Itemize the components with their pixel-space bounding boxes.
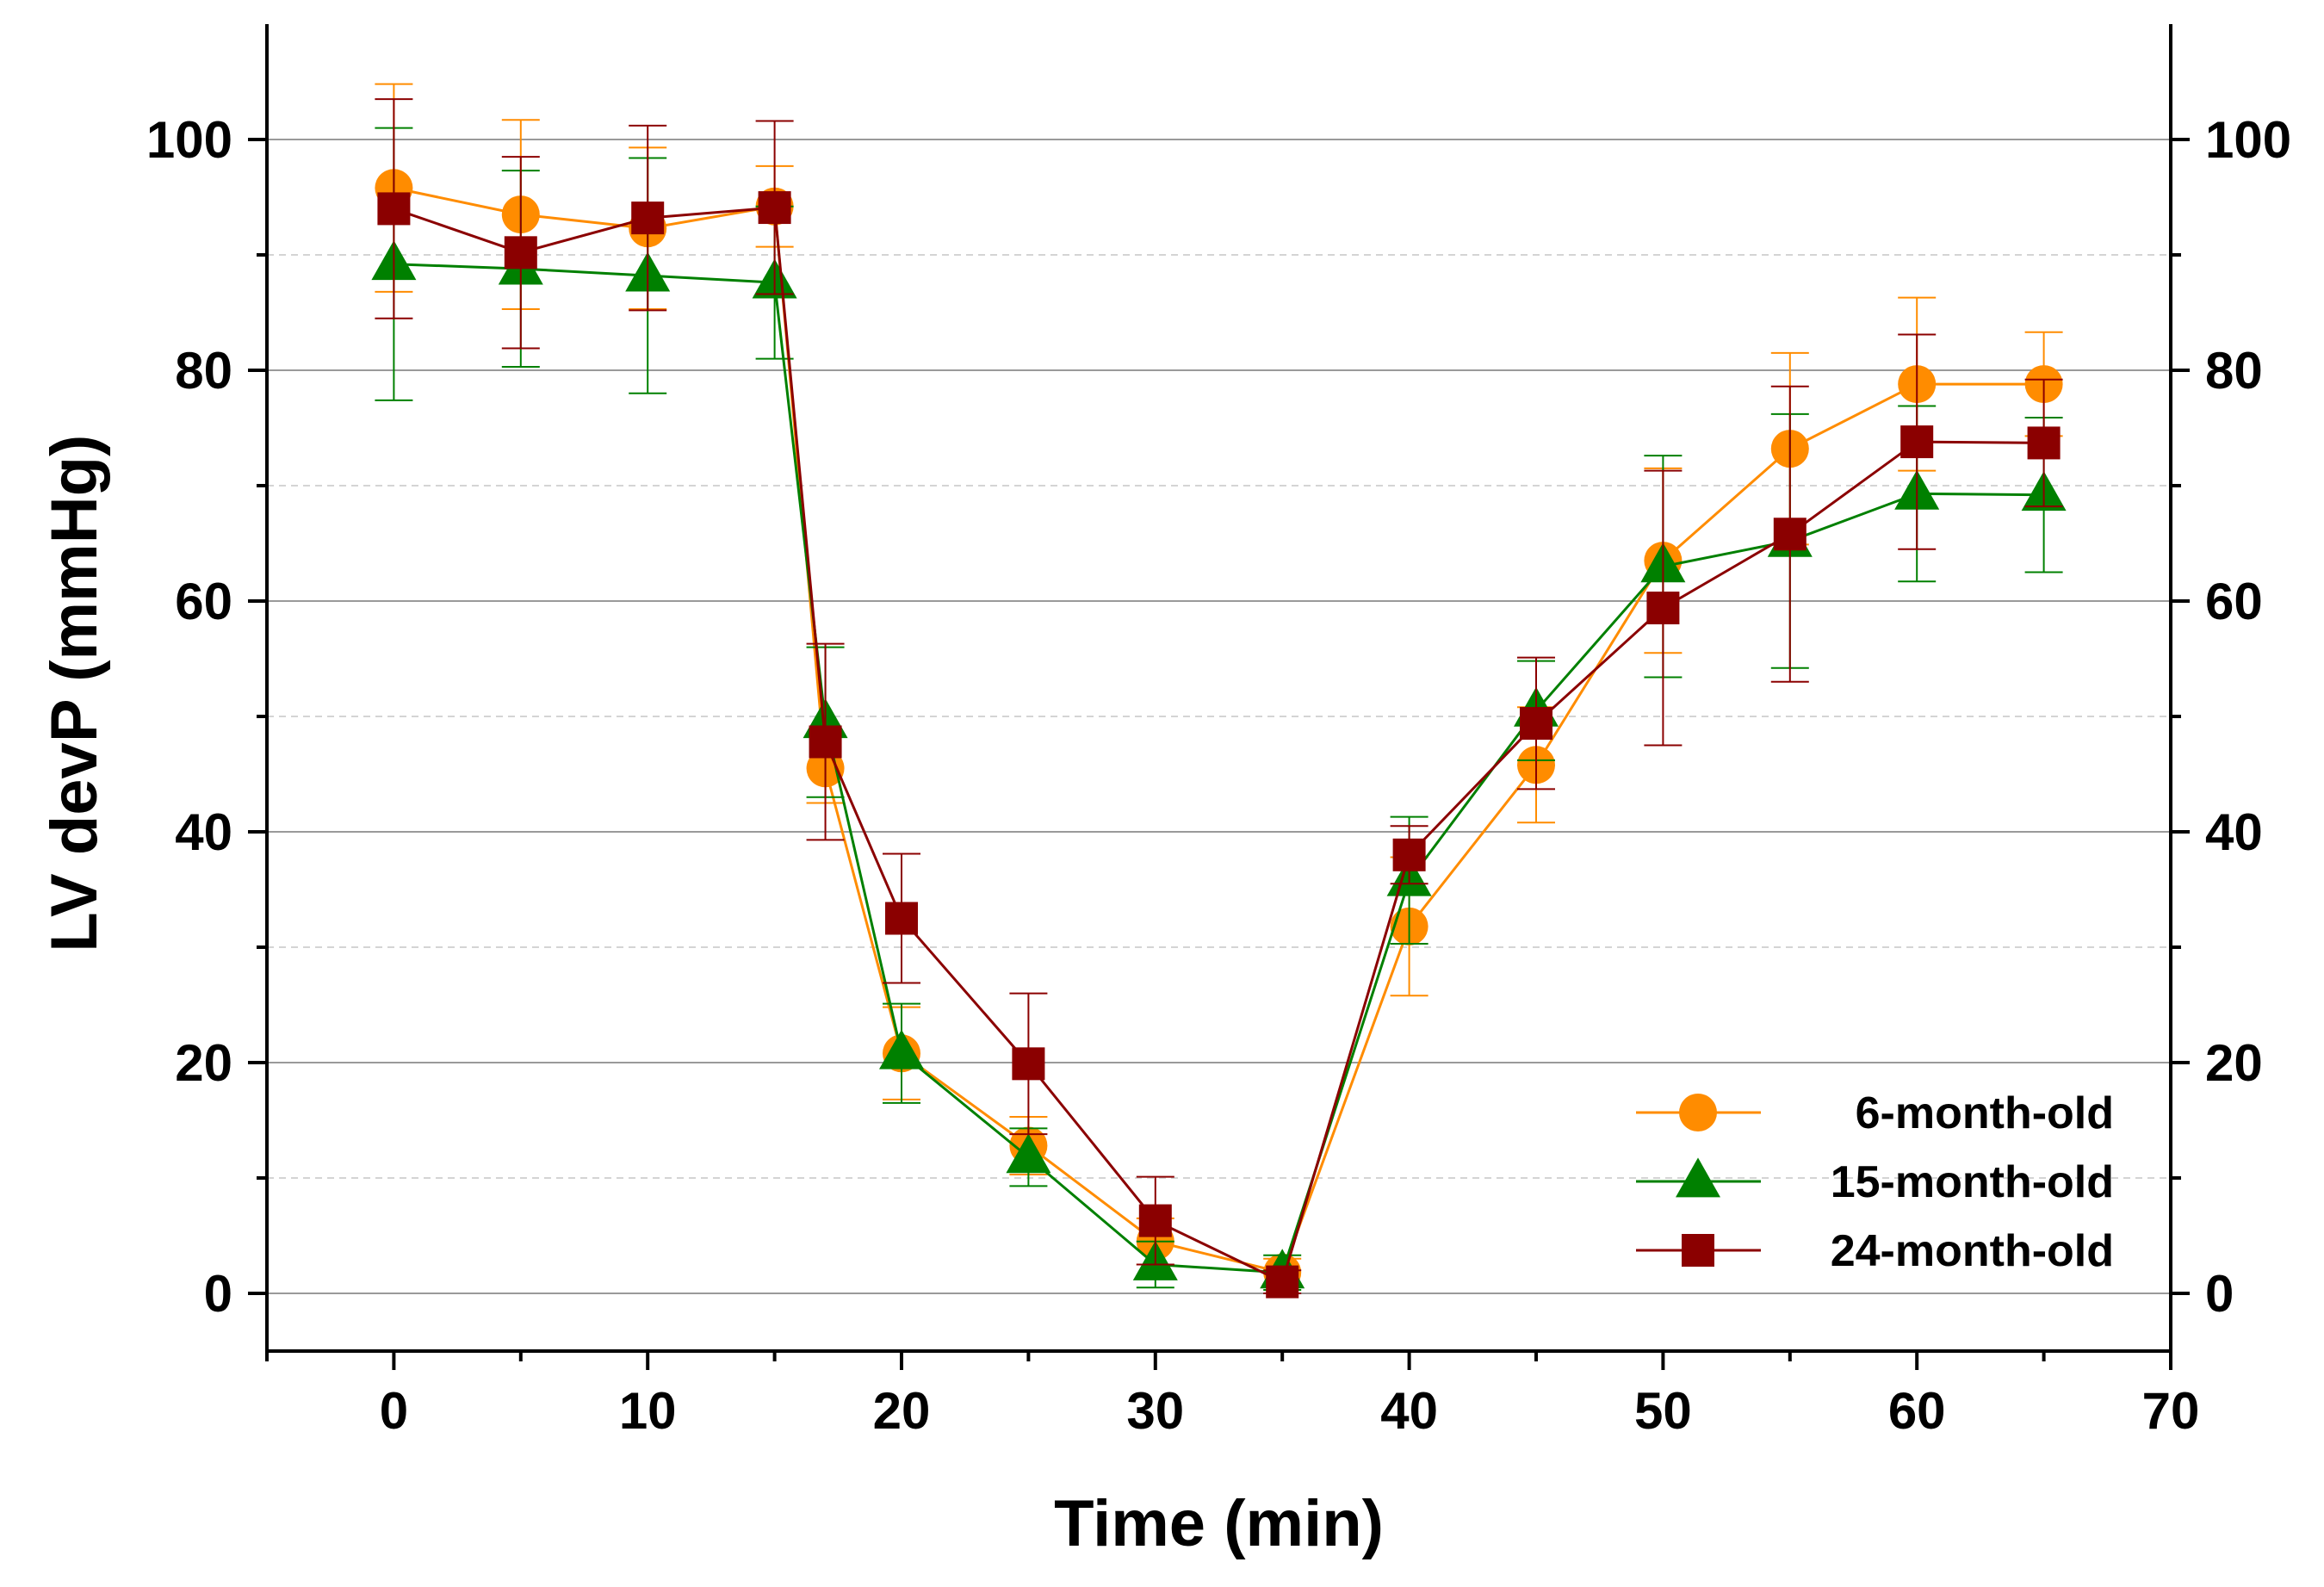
legend-label-15-month-old: 15-month-old (1831, 1157, 2114, 1207)
axes (265, 24, 2172, 1353)
x-tick-label: 0 (380, 1382, 408, 1440)
y-left-tick-label: 0 (204, 1265, 232, 1323)
y-left-tick-label: 100 (146, 111, 232, 169)
data-point-24-month-old (1392, 838, 1426, 871)
y-axis-title: LV devP (mmHg) (38, 435, 111, 952)
data-point-24-month-old (1266, 1265, 1299, 1299)
x-tick-label: 40 (1380, 1382, 1438, 1440)
x-tick-label: 50 (1634, 1382, 1692, 1440)
data-point-24-month-old (758, 191, 791, 225)
y-left-tick-label: 60 (175, 573, 232, 630)
y-right-tick-label: 40 (2205, 803, 2263, 861)
grid-lines (267, 139, 2171, 1294)
y-right-tick-label: 100 (2205, 111, 2291, 169)
x-tick-label: 70 (2142, 1382, 2200, 1440)
legend-marker-24-month-old (1682, 1234, 1714, 1267)
data-point-24-month-old (1138, 1204, 1172, 1237)
data-point-24-month-old (1646, 592, 1680, 625)
data-series (371, 83, 2067, 1299)
y-right-tick-label: 0 (2205, 1265, 2234, 1323)
data-point-24-month-old (631, 201, 665, 235)
data-point-24-month-old (2027, 426, 2061, 460)
y-right-tick-label: 80 (2205, 342, 2263, 400)
tick-marks (248, 138, 2190, 1370)
data-point-24-month-old (1773, 518, 1807, 551)
legend-marker-6-month-old (1679, 1094, 1717, 1131)
x-axis-title: Time (min) (1054, 1487, 1384, 1560)
data-point-24-month-old (1900, 425, 1934, 459)
series-24-month-old (375, 98, 2063, 1299)
data-point-24-month-old (1520, 707, 1552, 741)
legend-label-24-month-old: 24-month-old (1831, 1226, 2114, 1276)
legend-marker-15-month-old (1676, 1157, 1720, 1198)
data-point-24-month-old (885, 902, 918, 935)
data-point-15-month-old (1006, 1133, 1051, 1174)
data-point-24-month-old (809, 725, 842, 759)
legend-label-6-month-old: 6-month-old (1856, 1088, 2114, 1138)
x-tick-label: 10 (619, 1382, 677, 1440)
data-point-24-month-old (504, 236, 537, 270)
tick-labels: 0 10 20 30 40 50 60 70 0 0 20 20 40 40 60 60 80 80 100 100 (146, 111, 2291, 1440)
y-right-tick-label: 60 (2205, 573, 2263, 630)
x-tick-label: 30 (1126, 1382, 1184, 1440)
y-right-tick-label: 20 (2205, 1034, 2263, 1092)
y-left-tick-label: 80 (175, 342, 232, 400)
x-tick-label: 20 (873, 1382, 931, 1440)
data-point-24-month-old (1012, 1047, 1045, 1081)
data-point-15-month-old (879, 1029, 924, 1069)
legend: 6-month-old 15-month-old 24-month-old (1636, 1088, 2114, 1276)
data-point-24-month-old (377, 192, 411, 226)
y-left-tick-label: 20 (175, 1034, 232, 1092)
x-tick-label: 60 (1888, 1382, 1946, 1440)
y-left-tick-label: 40 (175, 803, 232, 861)
